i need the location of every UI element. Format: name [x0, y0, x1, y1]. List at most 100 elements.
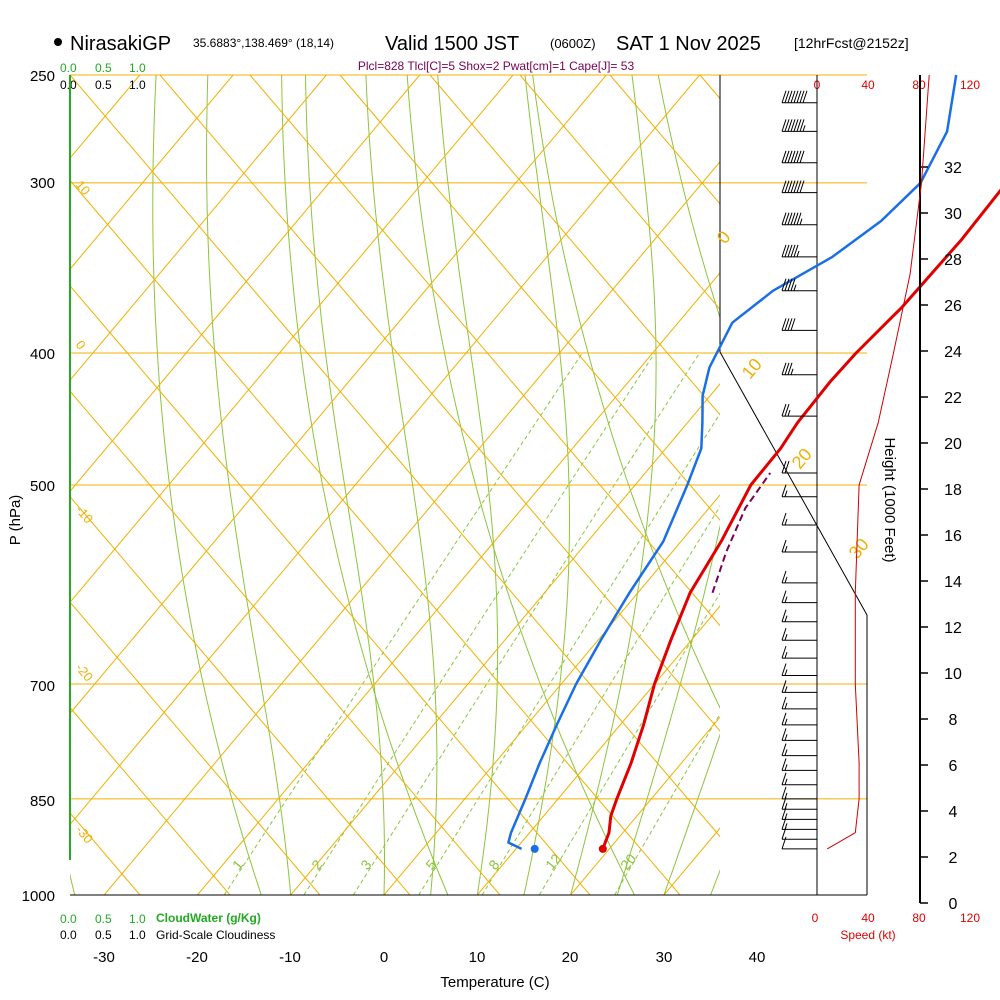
wind-barb-flag: [787, 278, 793, 291]
speed-axis-label: Speed (kt): [840, 928, 895, 942]
t-tick-0: 0: [380, 949, 388, 966]
height-tick-label: 32: [944, 160, 962, 177]
dry-adiabat-line: [406, 75, 635, 895]
height-tick-label: 30: [944, 206, 962, 223]
cloudiness-top-tick-2: 1.0: [129, 78, 146, 92]
wind-barb-flag: [790, 150, 796, 163]
isotherm-label: 30: [845, 534, 873, 562]
isotherm-label: 10: [73, 177, 94, 198]
wind-barb-flag: [799, 180, 805, 193]
moist-adiabat-line: [523, 75, 570, 895]
dewpoint-line: [507, 74, 958, 851]
wind-barb-half: [787, 409, 791, 417]
wind-barb-flag: [787, 150, 793, 163]
wind-barb-half: [784, 803, 788, 810]
mixing-ratio-line: [614, 712, 720, 895]
wind-barb-flag: [799, 150, 805, 163]
t-tick-m10: -10: [279, 949, 301, 966]
wind-barb-flag: [781, 150, 787, 163]
wind-barb-flag: [781, 119, 787, 132]
speed-bottom-tick-40: 40: [861, 911, 875, 925]
wind-barb-flag: [796, 119, 802, 132]
height-tick-label: 24: [944, 344, 962, 361]
dry-adiabat-line: [657, 75, 720, 320]
wind-barbs: [781, 90, 817, 850]
wind-barb-flag: [781, 645, 787, 659]
moist-adiabat-line: [305, 75, 385, 895]
wind-barb: [781, 539, 817, 553]
height-tick-label: 10: [944, 666, 962, 683]
height-tick-label: 26: [944, 298, 962, 315]
wind-barb: [781, 278, 817, 292]
cloud-bottom-tick-1: 0.5: [95, 912, 112, 926]
wind-barb-flag: [781, 609, 787, 622]
wind-barb: [781, 362, 817, 376]
station-name: NirasakiGP: [70, 33, 171, 55]
wind-barb-flag: [787, 244, 793, 258]
wind-barb-flag: [799, 90, 805, 103]
isentrope-line: [70, 706, 231, 895]
wind-barb-flag: [787, 362, 793, 375]
p-tick-1000: 1000: [22, 888, 55, 905]
moist-adiabat-line: [616, 524, 720, 895]
wind-barb: [781, 743, 817, 757]
wind-barb-half: [799, 218, 803, 225]
wind-barb-flag: [781, 663, 787, 676]
moist-adiabat-line: [663, 733, 720, 895]
wind-barb: [781, 609, 817, 623]
wind-barb-half: [784, 813, 788, 820]
parcel-line: [711, 472, 772, 594]
valid-time: Valid 1500 JST: [385, 33, 519, 55]
wind-barb-flag: [790, 278, 796, 291]
wind-barb-flag: [790, 180, 796, 193]
isentrope-line: [519, 75, 720, 311]
wind-barb-flag: [787, 212, 793, 225]
wind-barb: [781, 712, 817, 726]
wind-barb-half: [793, 284, 797, 291]
speed-top-tick-120: 120: [960, 78, 980, 92]
wind-barb-half: [784, 718, 788, 725]
wind-barb: [781, 484, 817, 498]
wind-barb-flag: [793, 180, 799, 193]
wind-barb-half: [784, 823, 788, 830]
cloudiness-top-tick-1: 0.5: [95, 78, 112, 92]
isotherm-line: [383, 494, 720, 895]
stability-indices: Plcl=828 Tlcl[C]=5 Shox=2 Pwat[cm]=1 Cap…: [358, 59, 635, 73]
valid-date: SAT 1 Nov 2025: [616, 33, 761, 55]
mixing-ratio-label: 12: [542, 850, 564, 872]
wind-barb-flag: [781, 712, 787, 725]
t-tick-10: 10: [469, 949, 486, 966]
speed-top-tick-40: 40: [861, 78, 875, 92]
wind-barb-half: [784, 792, 788, 800]
isotherm-label: 10: [738, 354, 766, 382]
wind-barb-flag: [784, 318, 790, 331]
wind-barb-half: [784, 749, 788, 756]
wind-barb-flag: [784, 362, 790, 375]
wind-barb: [781, 318, 817, 331]
p-tick-700: 700: [30, 678, 55, 695]
cloud-bottom-tick-2: 1.0: [129, 912, 146, 926]
wind-barb-flag: [781, 590, 787, 603]
wind-speed-line: [826, 74, 930, 850]
wind-barb-flag: [781, 403, 787, 417]
surface-dewpoint-point: [530, 844, 539, 853]
wind-barb: [781, 758, 817, 771]
wind-barb-flag: [784, 90, 790, 103]
wind-barb: [781, 590, 817, 604]
height-tick-label: 12: [944, 620, 962, 637]
x-axis-label: Temperature (C): [440, 974, 549, 991]
wind-barb: [781, 180, 817, 194]
height-tick-label: 4: [949, 804, 958, 821]
forecast-info: [12hrFcst@2152z]: [794, 35, 909, 51]
temperature-line: [601, 188, 1000, 850]
mixing-ratio-line: [418, 412, 720, 895]
t-tick-m20: -20: [186, 949, 208, 966]
moist-adiabat-line: [365, 75, 438, 895]
height-tick-label: 18: [944, 482, 962, 499]
t-tick-40: 40: [749, 949, 766, 966]
p-tick-500: 500: [30, 478, 55, 495]
moist-adiabat-line: [437, 75, 499, 895]
cloudiness-label: Grid-Scale Cloudiness: [156, 928, 275, 942]
wind-barb-flag: [784, 460, 790, 474]
wind-barb-half: [784, 778, 788, 785]
